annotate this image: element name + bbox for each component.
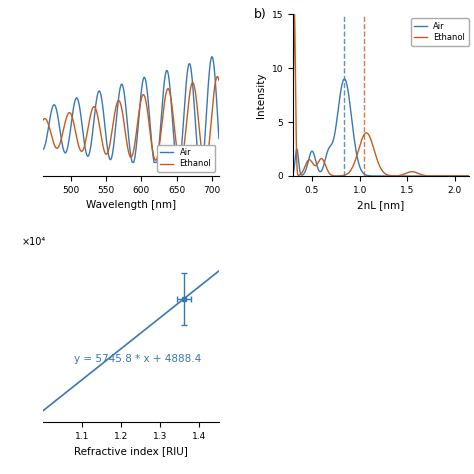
Y-axis label: Intensity: Intensity — [256, 73, 266, 118]
Text: ×10⁴: ×10⁴ — [21, 237, 46, 247]
Legend: Air, Ethanol: Air, Ethanol — [157, 145, 215, 172]
X-axis label: Refractive index [RIU]: Refractive index [RIU] — [74, 446, 188, 456]
X-axis label: 2nL [nm]: 2nL [nm] — [357, 200, 405, 210]
Text: y = 5745.8 * x + 4888.4: y = 5745.8 * x + 4888.4 — [74, 354, 201, 364]
X-axis label: Wavelength [nm]: Wavelength [nm] — [86, 200, 176, 210]
Legend: Air, Ethanol: Air, Ethanol — [411, 18, 469, 46]
Text: b): b) — [254, 8, 267, 21]
